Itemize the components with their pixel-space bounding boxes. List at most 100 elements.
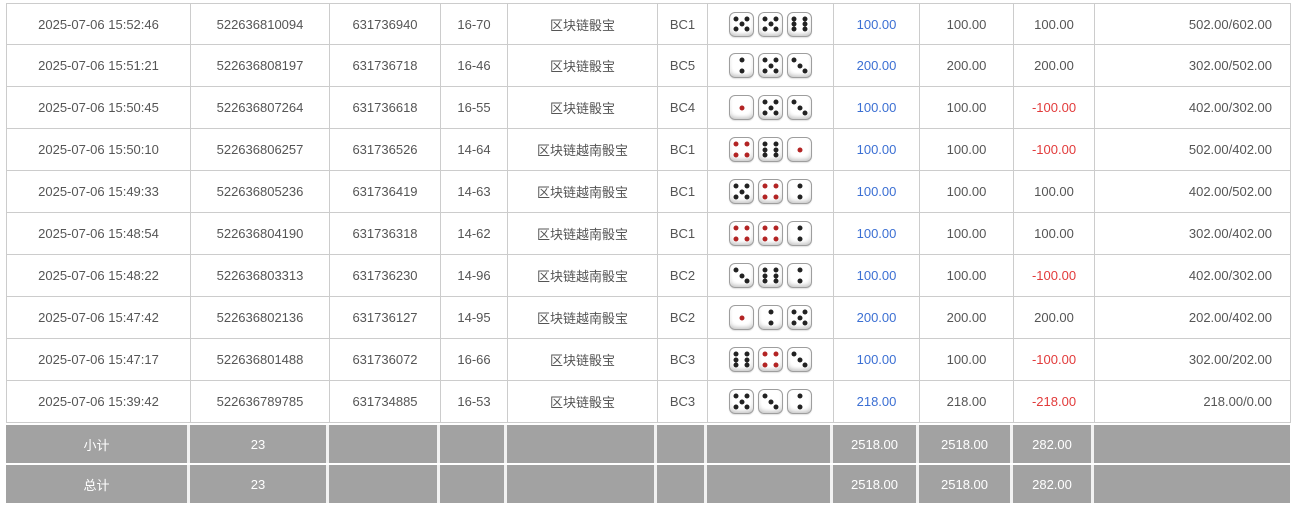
- footer-empty-cell: [1094, 425, 1290, 463]
- cell-balance: 402.00/502.00: [1095, 171, 1291, 213]
- cell-round-no: 631736318: [330, 213, 441, 255]
- cell-bet-amount[interactable]: 100.00: [834, 171, 920, 213]
- cell-bet-amount[interactable]: 100.00: [834, 129, 920, 171]
- cell-win-loss: -100.00: [1014, 339, 1095, 381]
- cell-dice-result: [708, 87, 834, 129]
- footer-empty-cell: [657, 425, 707, 463]
- table-row: 2025-07-06 15:48:54 522636804190 631736318…: [7, 213, 1291, 255]
- footer-empty-cell: [507, 425, 657, 463]
- die-6-icon: [758, 137, 783, 162]
- cell-bet-amount[interactable]: 100.00: [834, 255, 920, 297]
- cell-valid-amount: 100.00: [920, 129, 1014, 171]
- cell-bet-amount[interactable]: 218.00: [834, 381, 920, 423]
- cell-order-no: 522636807264: [191, 87, 330, 129]
- cell-valid-amount: 100.00: [920, 3, 1014, 45]
- cell-bet-time: 2025-07-06 15:50:10: [7, 129, 191, 171]
- cell-dice-result: [708, 213, 834, 255]
- cell-round-no: 631736127: [330, 297, 441, 339]
- footer-empty-cell: [440, 465, 507, 503]
- cell-round-no: 631736618: [330, 87, 441, 129]
- cell-round-no: 631736526: [330, 129, 441, 171]
- die-2-icon: [758, 305, 783, 330]
- footer-bet-total: 2518.00: [833, 425, 919, 463]
- cell-bet-time: 2025-07-06 15:50:45: [7, 87, 191, 129]
- cell-valid-amount: 218.00: [920, 381, 1014, 423]
- cell-bet-amount[interactable]: 200.00: [834, 297, 920, 339]
- footer-win-loss-total: 282.00: [1013, 465, 1094, 503]
- cell-bet-time: 2025-07-06 15:49:33: [7, 171, 191, 213]
- cell-win-loss: -100.00: [1014, 87, 1095, 129]
- cell-valid-amount: 200.00: [920, 45, 1014, 87]
- cell-order-no: 522636805236: [191, 171, 330, 213]
- die-5-icon: [729, 389, 754, 414]
- cell-round-no: 631734885: [330, 381, 441, 423]
- cell-round-no: 631736072: [330, 339, 441, 381]
- cell-valid-amount: 200.00: [920, 297, 1014, 339]
- cell-bet-amount[interactable]: 100.00: [834, 3, 920, 45]
- cell-issue-no: 14-64: [441, 129, 508, 171]
- cell-win-loss: -100.00: [1014, 255, 1095, 297]
- die-1-icon: [787, 137, 812, 162]
- cell-issue-no: 14-96: [441, 255, 508, 297]
- footer-valid-total: 2518.00: [919, 425, 1013, 463]
- cell-order-no: 522636810094: [191, 3, 330, 45]
- cell-table-code: BC1: [658, 3, 708, 45]
- die-6-icon: [729, 347, 754, 372]
- cell-balance: 202.00/402.00: [1095, 297, 1291, 339]
- cell-table-code: BC2: [658, 297, 708, 339]
- cell-dice-result: [708, 45, 834, 87]
- table-row: 2025-07-06 15:49:33 522636805236 631736419…: [7, 171, 1291, 213]
- die-2-icon: [787, 263, 812, 288]
- footer-valid-total: 2518.00: [919, 465, 1013, 503]
- cell-bet-amount[interactable]: 100.00: [834, 87, 920, 129]
- footer-bet-total: 2518.00: [833, 465, 919, 503]
- die-5-icon: [729, 179, 754, 204]
- cell-game-name: 区块链越南骰宝: [508, 255, 658, 297]
- table-row: 2025-07-06 15:47:42 522636802136 631736127…: [7, 297, 1291, 339]
- table-row: 2025-07-06 15:47:17 522636801488 631736072…: [7, 339, 1291, 381]
- die-2-icon: [787, 179, 812, 204]
- cell-game-name: 区块链骰宝: [508, 3, 658, 45]
- cell-issue-no: 16-70: [441, 3, 508, 45]
- cell-win-loss: 200.00: [1014, 45, 1095, 87]
- die-3-icon: [787, 347, 812, 372]
- footer-empty-cell: [329, 425, 440, 463]
- cell-order-no: 522636808197: [191, 45, 330, 87]
- cell-table-code: BC4: [658, 87, 708, 129]
- cell-round-no: 631736230: [330, 255, 441, 297]
- die-1-icon: [729, 95, 754, 120]
- cell-game-name: 区块链越南骰宝: [508, 129, 658, 171]
- footer-empty-cell: [657, 465, 707, 503]
- cell-game-name: 区块链越南骰宝: [508, 297, 658, 339]
- cell-win-loss: 100.00: [1014, 171, 1095, 213]
- die-5-icon: [758, 53, 783, 78]
- cell-balance: 502.00/602.00: [1095, 3, 1291, 45]
- cell-table-code: BC3: [658, 381, 708, 423]
- die-6-icon: [787, 11, 812, 37]
- cell-balance: 402.00/302.00: [1095, 87, 1291, 129]
- footer-win-loss-total: 282.00: [1013, 425, 1094, 463]
- cell-game-name: 区块链骰宝: [508, 381, 658, 423]
- die-3-icon: [787, 53, 812, 78]
- cell-bet-time: 2025-07-06 15:48:22: [7, 255, 191, 297]
- die-2-icon: [729, 53, 754, 78]
- cell-bet-time: 2025-07-06 15:52:46: [7, 3, 191, 45]
- cell-bet-amount[interactable]: 100.00: [834, 339, 920, 381]
- cell-order-no: 522636803313: [191, 255, 330, 297]
- die-1-icon: [729, 305, 754, 330]
- table-row: 2025-07-06 15:48:22 522636803313 631736230…: [7, 255, 1291, 297]
- footer-empty-cell: [329, 465, 440, 503]
- footer-empty-cell: [707, 465, 833, 503]
- die-3-icon: [758, 389, 783, 414]
- cell-bet-amount[interactable]: 100.00: [834, 213, 920, 255]
- footer-label: 总计: [6, 465, 190, 503]
- cell-game-name: 区块链骰宝: [508, 45, 658, 87]
- cell-order-no: 522636804190: [191, 213, 330, 255]
- cell-table-code: BC1: [658, 129, 708, 171]
- cell-valid-amount: 100.00: [920, 87, 1014, 129]
- cell-bet-amount[interactable]: 200.00: [834, 45, 920, 87]
- cell-issue-no: 14-62: [441, 213, 508, 255]
- die-4-icon: [729, 221, 754, 246]
- cell-issue-no: 14-63: [441, 171, 508, 213]
- cell-balance: 302.00/502.00: [1095, 45, 1291, 87]
